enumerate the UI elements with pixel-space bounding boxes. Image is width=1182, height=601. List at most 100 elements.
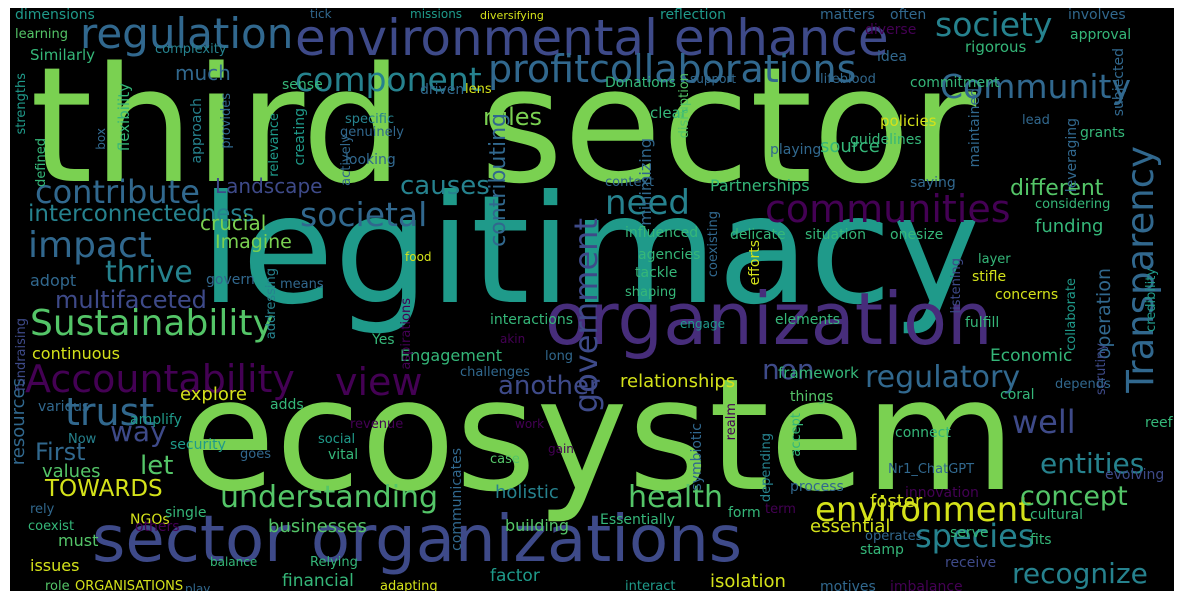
- word-different: different: [1010, 176, 1104, 201]
- word-fundraising: fundraising: [14, 318, 29, 392]
- word-stifle: stifle: [972, 269, 1007, 285]
- word-situation: situation: [805, 227, 866, 243]
- word-entities: entities: [1040, 447, 1145, 480]
- word-akin: akin: [500, 332, 526, 346]
- word-society: society: [935, 8, 1053, 44]
- word-listening: listening: [949, 258, 964, 314]
- word-communities: communities: [765, 187, 1011, 231]
- word-involves: involves: [1068, 8, 1126, 23]
- word-connect: connect: [895, 425, 951, 441]
- word-genuinely: genuinely: [340, 125, 404, 140]
- word-operates: operates: [865, 529, 923, 544]
- word-challenges: challenges: [460, 365, 530, 380]
- word-support: support: [690, 72, 737, 86]
- word-legitimacy: legitimacy: [200, 164, 981, 338]
- word-elements: elements: [775, 312, 841, 328]
- word-coexisting: coexisting: [706, 211, 721, 278]
- word-security: security: [170, 437, 226, 453]
- word-regulatory: regulatory: [865, 360, 1021, 395]
- word-economic: Economic: [990, 346, 1073, 366]
- word-form: form: [728, 505, 761, 521]
- word-holistic: holistic: [495, 482, 559, 503]
- word-considering: considering: [1035, 197, 1111, 212]
- word-specific: specific: [345, 112, 395, 127]
- word-first: First: [35, 438, 86, 466]
- word-cloud: third sector legitimacy ecosystem organizati…: [10, 8, 1174, 591]
- word-policies: policies: [880, 112, 937, 130]
- word-towards: TOWARDS: [45, 476, 163, 502]
- word-delicate: delicate: [730, 227, 786, 243]
- word-recognize: recognize: [1012, 557, 1148, 590]
- word-saying: saying: [910, 175, 956, 191]
- word-food: food: [405, 250, 432, 264]
- word-vital: vital: [328, 447, 359, 463]
- word-issues: issues: [30, 556, 80, 575]
- word-relevance: relevance: [267, 113, 282, 177]
- word-health: health: [628, 480, 723, 515]
- word-understanding: understanding: [220, 480, 439, 515]
- word-stamp: stamp: [860, 542, 904, 558]
- word-funding: funding: [1035, 216, 1104, 237]
- word-explore: explore: [180, 384, 247, 405]
- word-engage: engage: [680, 317, 725, 331]
- word-societal: societal: [300, 195, 428, 234]
- word-cultural: cultural: [1030, 507, 1084, 523]
- word-another: another: [498, 371, 600, 401]
- word-work: work: [515, 417, 545, 431]
- word-framework: framework: [778, 364, 859, 382]
- word-process: process: [790, 479, 844, 495]
- word-environment: environment: [815, 490, 1032, 530]
- word-partnerships: Partnerships: [710, 176, 810, 195]
- word-playing: playing: [770, 142, 822, 158]
- word-contributing: contributing: [486, 113, 511, 247]
- word-diverse: diverse: [865, 22, 917, 38]
- word-non: non: [762, 353, 815, 386]
- word-trust: trust: [65, 390, 155, 434]
- word-approach: approach: [189, 98, 205, 164]
- word-shaping: shaping: [625, 285, 677, 300]
- word-complexity: complexity: [155, 42, 227, 57]
- word-rely: rely: [30, 502, 55, 517]
- word-addressing: addressing: [264, 268, 279, 340]
- word-much: much: [175, 61, 231, 85]
- word-interact: interact: [625, 579, 676, 591]
- word-ecosystem: ecosystem: [180, 345, 1016, 526]
- word-govern: govern: [206, 272, 255, 288]
- word-various: various: [38, 399, 90, 415]
- word-interactions: interactions: [490, 312, 574, 328]
- word-onesize: onesize: [890, 227, 944, 243]
- word-ngos: NGOs: [130, 512, 170, 528]
- word-reef: reef: [1145, 415, 1173, 431]
- word-role: role: [45, 579, 70, 591]
- word-sense: sense: [282, 77, 323, 93]
- word-box: box: [94, 128, 108, 150]
- word-accountability: Accountability: [25, 357, 295, 401]
- word-lifeblood: lifeblood: [820, 72, 876, 87]
- word-lens: lens: [465, 82, 492, 97]
- word-context: context: [605, 175, 654, 190]
- word-coral: coral: [1000, 387, 1035, 403]
- word-aspirations: aspirations: [399, 298, 414, 370]
- word-community: Community: [940, 67, 1131, 106]
- word-factor: factor: [490, 566, 540, 586]
- word-source: source: [820, 136, 880, 157]
- word-grants: grants: [1080, 125, 1125, 141]
- word-balance: balance: [210, 555, 258, 569]
- word-often: often: [890, 8, 927, 23]
- word-fits: fits: [1030, 532, 1052, 548]
- word-foster: foster: [870, 491, 923, 512]
- word-organisations: ORGANISATIONS: [75, 579, 184, 591]
- word-goes: goes: [240, 447, 271, 462]
- word-contribute: contribute: [35, 173, 200, 211]
- word-let: let: [140, 451, 174, 481]
- word-way: way: [110, 415, 167, 448]
- word-agencies: agencies: [638, 247, 701, 263]
- word-accept: accept: [789, 413, 804, 457]
- word-provides: provides: [219, 93, 234, 149]
- word-isolation: isolation: [710, 571, 786, 591]
- word-means: means: [280, 277, 324, 292]
- word-depends: depends: [1055, 377, 1111, 392]
- word-reflection: reflection: [660, 8, 727, 23]
- word-play: play: [185, 582, 211, 591]
- word-now: Now: [68, 432, 97, 447]
